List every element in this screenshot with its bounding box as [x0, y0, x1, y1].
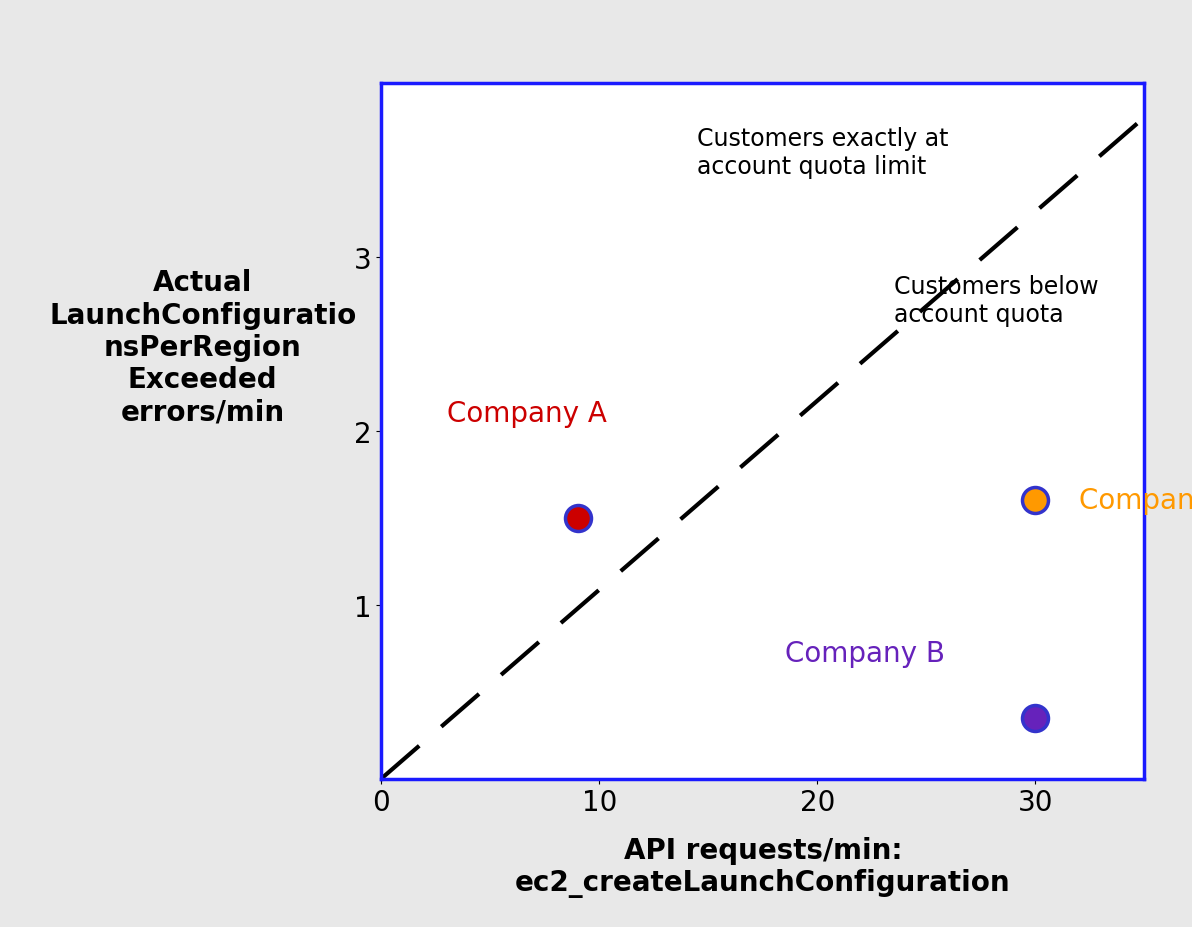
Text: Customers exactly at
account quota limit: Customers exactly at account quota limit: [697, 127, 949, 179]
Point: [1026, 710, 1045, 725]
Text: Customers below
account quota: Customers below account quota: [894, 274, 1098, 326]
Text: Actual
LaunchConfiguratio
nsPerRegion
Exceeded
errors/min: Actual LaunchConfiguratio nsPerRegion Ex…: [49, 269, 356, 426]
X-axis label: API requests/min:
ec2_createLaunchConfiguration: API requests/min: ec2_createLaunchConfig…: [515, 836, 1011, 897]
Point: [569, 511, 588, 526]
Text: Company B: Company B: [784, 640, 945, 667]
Text: Company C: Company C: [1079, 487, 1192, 514]
Text: Company A: Company A: [447, 400, 607, 427]
Point: [1026, 493, 1045, 508]
